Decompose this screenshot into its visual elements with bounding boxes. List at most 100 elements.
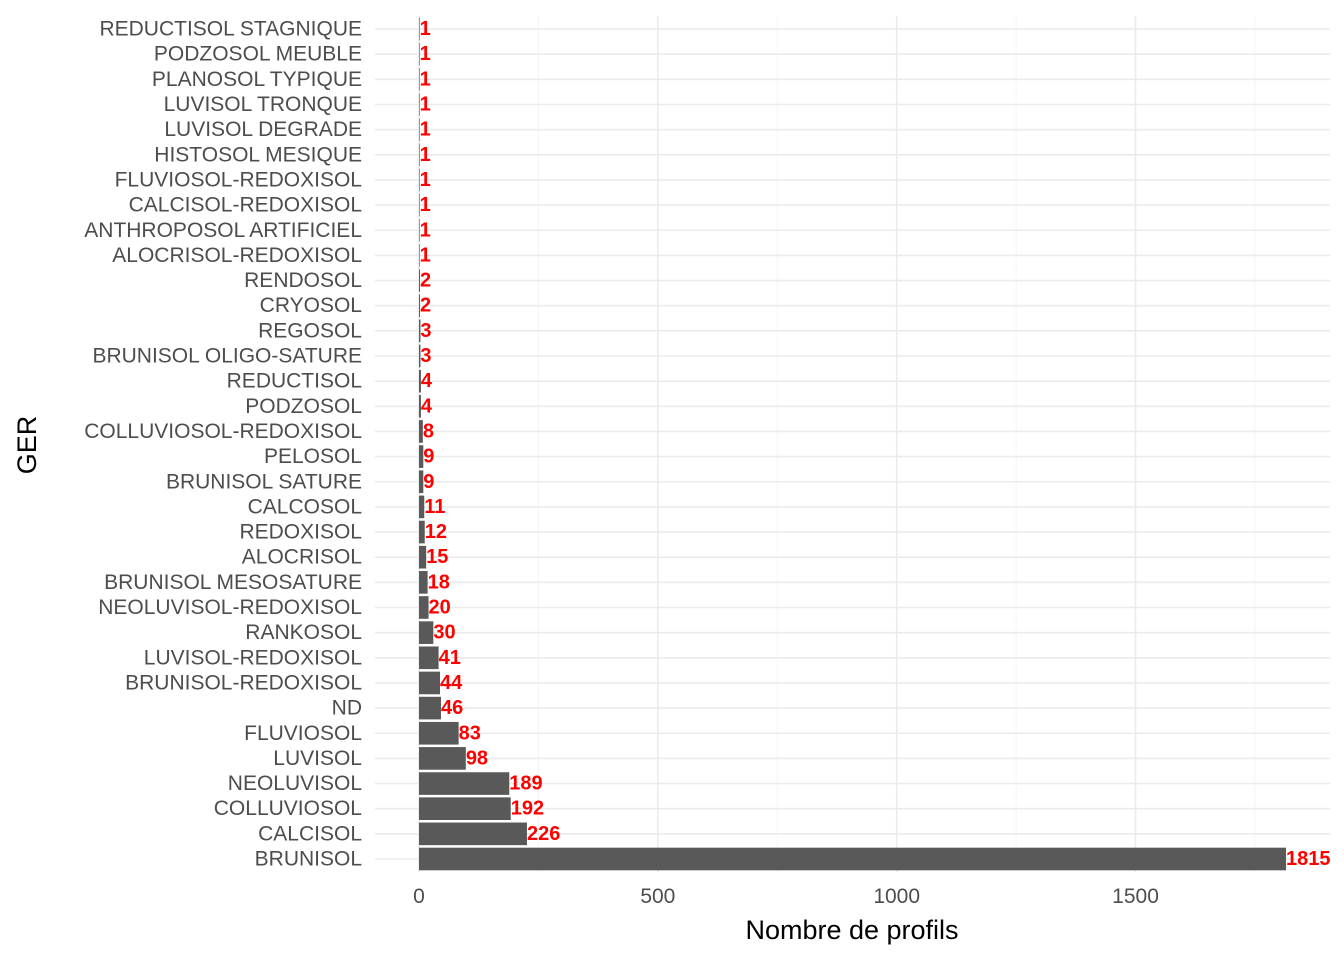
data-label: 3: [420, 345, 431, 367]
data-label: 4: [421, 370, 433, 392]
bar: [419, 621, 434, 644]
y-tick-label: CALCISOL: [258, 822, 362, 845]
data-label: 2: [420, 295, 431, 317]
y-tick-label: COLLUVIOSOL-REDOXISOL: [84, 420, 362, 443]
x-tick-label: 0: [413, 885, 425, 908]
y-tick-label: PODZOSOL: [245, 395, 362, 418]
y-tick-label: ALOCRISOL: [242, 546, 362, 569]
bar: [419, 168, 420, 192]
data-label: 1: [420, 18, 431, 40]
y-tick-label: NEOLUVISOL-REDOXISOL: [98, 596, 362, 619]
data-label: 83: [459, 722, 481, 744]
y-tick-label: PELOSOL: [264, 445, 362, 468]
data-label: 1: [420, 169, 431, 191]
bar: [419, 17, 420, 41]
x-tick-label: 1500: [1112, 885, 1159, 908]
y-tick-label: CRYOSOL: [260, 294, 362, 317]
x-axis-title: Nombre de profils: [745, 915, 958, 945]
data-label: 18: [428, 571, 450, 593]
y-tick-label: BRUNISOL OLIGO-SATURE: [92, 345, 362, 368]
data-label: 1: [420, 194, 431, 216]
bar: [419, 646, 439, 670]
bars: [419, 17, 1286, 871]
data-label: 30: [433, 622, 455, 644]
y-tick-label: COLLUVIOSOL: [214, 797, 362, 820]
data-label: 46: [441, 697, 463, 719]
data-label: 41: [439, 647, 461, 669]
y-tick-label: PODZOSOL MEUBLE: [154, 43, 362, 66]
y-tick-label: LUVISOL DEGRADE: [164, 118, 362, 141]
bar: [419, 847, 1286, 871]
y-tick-label: BRUNISOL: [255, 848, 362, 871]
data-label: 226: [527, 823, 560, 845]
data-label: 11: [424, 496, 445, 518]
bar: [419, 294, 420, 318]
data-label: 4: [421, 395, 433, 417]
data-label: 1: [420, 144, 431, 166]
bar: [419, 696, 441, 720]
bar: [419, 344, 421, 368]
data-label: 9: [423, 471, 434, 493]
y-tick-label: NEOLUVISOL: [228, 772, 362, 795]
bar: [419, 721, 459, 745]
data-label: 1: [420, 119, 431, 141]
y-tick-label: REDOXISOL: [239, 521, 362, 544]
data-labels: 1815226192189988346444130201815121199844…: [420, 18, 1331, 870]
data-label: 1: [420, 94, 431, 116]
bar: [419, 495, 425, 519]
grid-lines: [375, 16, 1330, 872]
bar: [419, 394, 421, 418]
y-tick-label: FLUVIOSOL: [244, 722, 362, 745]
y-tick-label: HISTOSOL MESIQUE: [154, 143, 362, 166]
y-tick-label: CALCOSOL: [248, 495, 362, 518]
bar: [419, 143, 420, 167]
data-label: 1: [420, 43, 431, 65]
bar: [419, 420, 423, 443]
data-label: 1: [420, 244, 431, 266]
bar: [419, 269, 420, 292]
data-label: 12: [425, 521, 447, 543]
bar: [419, 571, 428, 594]
y-tick-label: REGOSOL: [258, 319, 362, 342]
bar: [419, 118, 420, 141]
x-axis-tick-labels: 0 500 1000 1500: [413, 885, 1159, 908]
y-tick-label: ALOCRISOL-REDOXISOL: [112, 244, 362, 267]
bar: [419, 797, 511, 821]
bar: [419, 369, 421, 393]
y-tick-label: ND: [332, 697, 362, 720]
bar: [419, 545, 427, 569]
bar: [419, 470, 424, 494]
y-tick-label: REDUCTISOL STAGNIQUE: [99, 18, 362, 41]
bar: [419, 772, 510, 795]
data-label: 44: [440, 672, 463, 694]
bar: [419, 520, 425, 544]
data-label: 192: [511, 798, 544, 820]
bar: [419, 42, 420, 66]
y-tick-label: RENDOSOL: [244, 269, 362, 292]
data-label: 9: [423, 446, 434, 468]
y-tick-label: REDUCTISOL: [227, 370, 362, 393]
data-label: 15: [426, 546, 448, 568]
bar: [419, 671, 441, 695]
y-axis-title: GER: [12, 416, 42, 475]
data-label: 1: [420, 68, 431, 90]
data-label: 2: [420, 270, 431, 292]
y-tick-label: LUVISOL: [273, 747, 362, 770]
bar: [419, 68, 420, 91]
y-tick-label: CALCISOL-REDOXISOL: [129, 194, 362, 217]
bar: [419, 445, 424, 468]
y-axis-category-labels: BRUNISOLCALCISOLCOLLUVIOSOLNEOLUVISOLLUV…: [84, 18, 362, 871]
y-tick-label: LUVISOL TRONQUE: [164, 93, 362, 116]
y-tick-label: PLANOSOL TYPIQUE: [152, 68, 362, 91]
y-tick-label: ANTHROPOSOL ARTIFICIEL: [84, 219, 362, 242]
y-tick-label: FLUVIOSOL-REDOXISOL: [115, 168, 362, 191]
bar: [419, 747, 466, 770]
y-tick-label: BRUNISOL SATURE: [166, 470, 362, 493]
data-label: 189: [509, 773, 542, 795]
y-tick-label: RANKOSOL: [245, 621, 362, 644]
bar: [419, 193, 420, 217]
bar: [419, 822, 527, 846]
data-label: 20: [429, 597, 451, 619]
